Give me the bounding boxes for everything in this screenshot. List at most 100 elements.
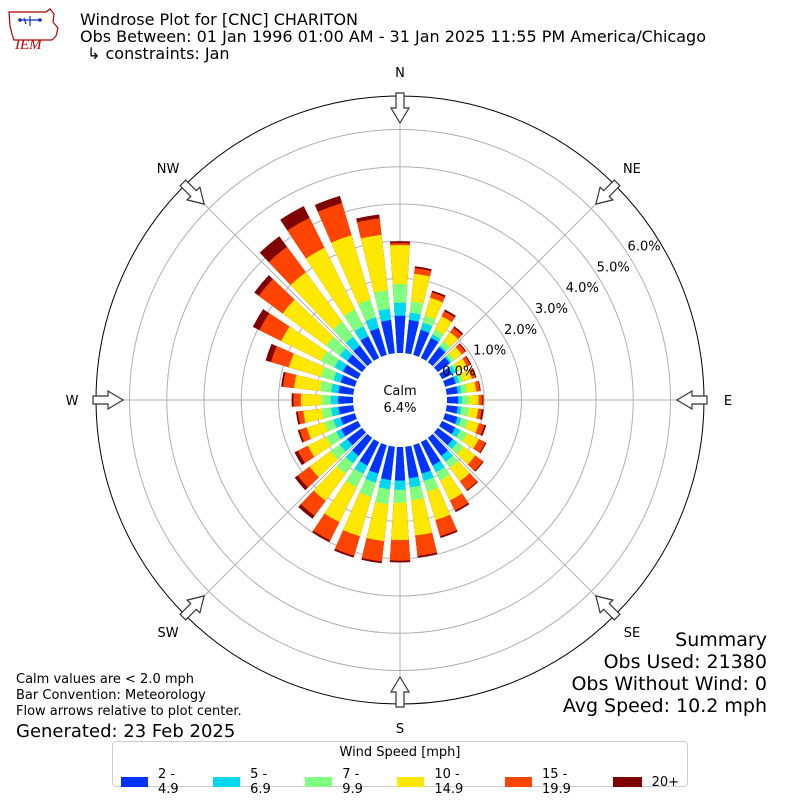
wind-bar	[413, 443, 431, 474]
legend-item: 2 - 4.9	[120, 767, 197, 797]
legend-swatch	[504, 777, 532, 787]
calm-label: Calm	[383, 384, 416, 399]
flow-arrow-icon	[179, 179, 205, 205]
calm-percent: 6.4%	[383, 401, 416, 416]
wind-bar	[405, 319, 419, 355]
wind-bar	[394, 315, 406, 354]
wind-bars	[252, 195, 487, 564]
wind-bar	[405, 445, 419, 479]
flow-arrow-icon	[595, 179, 621, 205]
legend-label: 10 - 14.9	[434, 767, 464, 797]
wind-bar	[340, 413, 357, 425]
flow-arrow-icon	[675, 389, 708, 411]
legend: Wind Speed [mph] 2 - 4.9 5 - 6.9 7 - 9.9 10…	[112, 741, 688, 797]
convention-note: Bar Convention: Meteorology	[16, 688, 206, 703]
wind-bar	[369, 443, 387, 474]
legend-label: 2 - 4.9	[158, 767, 179, 797]
flow-arrow-icon	[595, 595, 621, 621]
wind-bar	[338, 385, 355, 395]
compass-label: N	[395, 66, 405, 81]
radial-tick-label: 0.0%	[442, 364, 475, 379]
chart-labels: Calm 6.4% 0.0% 1.0% 2.0% 3.0% 4.0% 5.0% 6.0% N NE E…	[66, 66, 733, 737]
legend-swatch	[612, 777, 642, 787]
wind-bar	[359, 439, 380, 466]
legend-label: 7 - 9.9	[342, 767, 363, 797]
legend-item: 5 - 6.9	[213, 767, 289, 797]
legend-item: 20+	[612, 767, 680, 797]
grid-spoke	[432, 184, 616, 368]
grid-spoke	[432, 432, 616, 616]
legend-items: 2 - 4.9 5 - 6.9 7 - 9.9 10 - 14.9 15 - 19.9 2…	[113, 767, 687, 797]
summary-avg-speed: Avg Speed: 10.2 mph	[562, 695, 767, 717]
wind-bar	[434, 357, 450, 373]
flow-arrow-icon	[92, 389, 125, 411]
wind-bar	[381, 319, 395, 355]
radial-tick-label: 2.0%	[504, 323, 537, 338]
title-block: Windrose Plot for [CNC] CHARITON Obs Bet…	[80, 11, 706, 62]
wind-bar	[439, 367, 453, 380]
legend-swatch	[213, 777, 241, 787]
legend-label: 20+	[651, 774, 680, 790]
wind-bar	[445, 405, 458, 414]
grid-spoke	[184, 184, 368, 368]
flow-arrow-icon	[389, 92, 411, 125]
compass-label: SW	[158, 626, 179, 641]
radial-tick-label: 3.0%	[535, 302, 568, 317]
summary-title: Summary	[675, 629, 767, 651]
compass-label: S	[396, 722, 404, 737]
wind-bar	[353, 345, 373, 366]
legend-swatch	[305, 777, 333, 787]
radial-tick-label: 4.0%	[566, 281, 599, 296]
legend-swatch	[120, 777, 149, 787]
flow-arrow-icon	[179, 595, 205, 621]
compass-arrows	[92, 92, 708, 708]
wind-bar	[394, 446, 406, 481]
wind-bar	[439, 420, 456, 435]
legend-item: 7 - 9.9	[305, 767, 381, 797]
wind-bar	[427, 347, 446, 366]
chart-title: Windrose Plot for [CNC] CHARITON	[80, 10, 359, 29]
wind-bar	[338, 396, 354, 404]
wind-bar	[445, 386, 458, 395]
legend-swatch	[397, 777, 425, 787]
summary-obs-without-wind: Obs Without Wind: 0	[571, 673, 767, 695]
wind-bar	[340, 375, 357, 387]
wind-bar	[369, 328, 387, 357]
compass-label: E	[724, 394, 732, 409]
wind-bar	[338, 405, 355, 415]
wind-bar	[413, 329, 430, 357]
legend-label: 15 - 19.9	[542, 767, 571, 797]
legend-item: 15 - 19.9	[504, 767, 597, 797]
legend-label: 5 - 6.9	[250, 767, 271, 797]
wind-bar	[347, 427, 366, 446]
wind-bar	[420, 439, 441, 466]
flow-arrow-icon	[389, 675, 411, 708]
generated-date: Generated: 23 Feb 2025	[16, 721, 236, 742]
radial-tick-label: 5.0%	[597, 260, 630, 275]
calm-circle	[353, 353, 447, 447]
chart-subtitle: Obs Between: 01 Jan 1996 01:00 AM - 31 J…	[80, 27, 706, 46]
radial-tick-label: 1.0%	[473, 344, 506, 359]
radial-tick-label: 6.0%	[628, 240, 661, 255]
wind-bar	[342, 364, 361, 380]
wind-bar	[360, 336, 380, 361]
wind-bar	[420, 337, 439, 361]
wind-bar	[352, 434, 373, 456]
wind-bar	[434, 427, 453, 446]
iem-logo: IEM	[8, 8, 59, 52]
legend-item: 10 - 14.9	[397, 767, 489, 797]
compass-label: NE	[623, 162, 641, 177]
arrows-note: Flow arrows relative to plot center.	[16, 704, 242, 719]
wind-bar	[347, 354, 366, 373]
grid-spoke	[184, 432, 368, 616]
summary-box: Summary Obs Used: 21380 Obs Without Wind…	[563, 629, 767, 717]
wind-bar	[443, 413, 458, 425]
compass-label: NW	[157, 162, 180, 177]
legend-title: Wind Speed [mph]	[339, 745, 461, 760]
wind-bar	[443, 376, 456, 387]
notes-block: Calm values are < 2.0 mph Bar Convention…	[16, 672, 242, 743]
wind-bar	[446, 396, 459, 404]
calm-note: Calm values are < 2.0 mph	[16, 672, 195, 687]
compass-label: SE	[624, 626, 640, 641]
